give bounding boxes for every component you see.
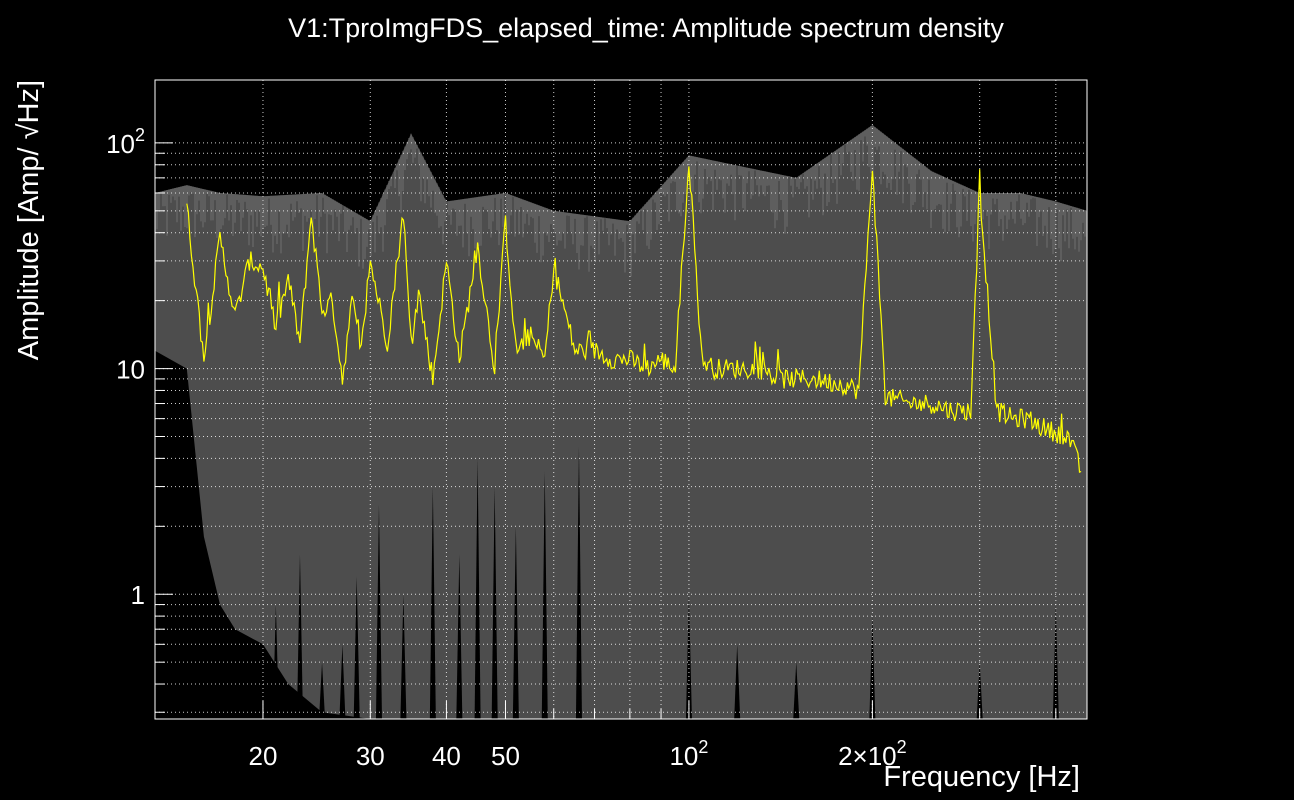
band-notch bbox=[491, 486, 498, 719]
band-notch bbox=[319, 662, 326, 719]
y-tick-label: 10 bbox=[116, 355, 145, 385]
band-notch bbox=[400, 594, 407, 719]
band-notch bbox=[474, 458, 481, 719]
chart-title: V1:TproImgFDS_elapsed_time: Amplitude sp… bbox=[288, 13, 1004, 43]
band-notch bbox=[429, 486, 436, 719]
band-notch bbox=[456, 554, 463, 719]
x-tick-labels: 20 30 40 50 102 2×102 bbox=[249, 737, 907, 771]
band-notch bbox=[575, 446, 582, 719]
band-envelope bbox=[155, 125, 1087, 719]
band-notch bbox=[253, 662, 260, 719]
grid bbox=[155, 80, 1087, 719]
band-notch bbox=[232, 662, 239, 719]
x-tick-label: 30 bbox=[356, 741, 385, 771]
x-axis-label: Frequency [Hz] bbox=[883, 761, 1080, 793]
band-notch bbox=[512, 526, 519, 719]
axes bbox=[154, 79, 1088, 720]
band-notch bbox=[976, 662, 983, 719]
y-tick-label: 1 bbox=[131, 580, 145, 610]
y-tick-label: 102 bbox=[106, 125, 145, 159]
band-notch bbox=[869, 616, 876, 719]
x-tick-label: 20 bbox=[249, 741, 278, 771]
band-notch bbox=[541, 471, 548, 719]
x-tick-label: 50 bbox=[491, 741, 520, 771]
band-notch bbox=[353, 576, 360, 719]
y-tick-labels: 1 10 102 bbox=[106, 125, 145, 610]
median-series bbox=[186, 166, 1082, 473]
plot-frame bbox=[154, 79, 1088, 720]
median-line bbox=[186, 166, 1082, 473]
x-tick-label: 102 bbox=[669, 737, 708, 771]
band-notch bbox=[793, 662, 800, 719]
band-notch bbox=[339, 644, 346, 719]
band-notch bbox=[296, 554, 303, 719]
x-tick-label: 2×102 bbox=[838, 737, 907, 771]
x-tick-label: 40 bbox=[432, 741, 461, 771]
band-texture bbox=[155, 125, 1087, 277]
band-notch bbox=[734, 644, 741, 719]
band-notch bbox=[375, 504, 382, 719]
y-axis-label: Amplitude [Amp/ √Hz] bbox=[13, 80, 45, 360]
